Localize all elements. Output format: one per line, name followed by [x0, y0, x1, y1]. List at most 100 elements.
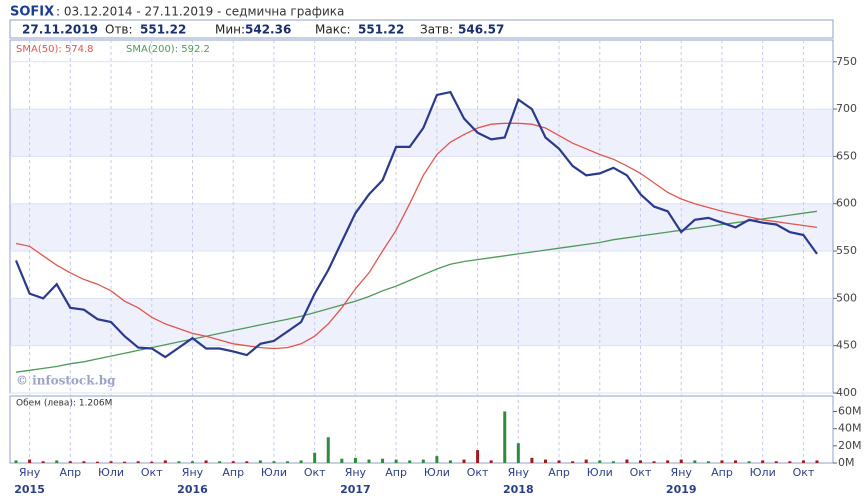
volume-bar	[313, 452, 317, 463]
info-value: 542.36	[245, 23, 291, 37]
volume-bar	[41, 461, 45, 463]
volume-bar	[761, 460, 765, 463]
volume-bar	[543, 459, 547, 463]
volume-bar	[611, 461, 615, 463]
info-value: 551.22	[358, 23, 404, 37]
watermark: © infostock.bg	[16, 374, 116, 388]
band	[10, 109, 833, 157]
x-tick-label: Яну	[345, 466, 367, 479]
volume-bar	[801, 460, 805, 463]
y-tick-label: 500	[836, 291, 857, 304]
volume-bar	[109, 461, 113, 463]
legend-entry: SMA(50): 574.8	[16, 44, 94, 55]
band	[10, 203, 833, 252]
volume-bar	[123, 461, 127, 463]
x-tick-label: Апр	[548, 466, 570, 479]
volume-bar	[503, 411, 507, 463]
legend-entry: SMA(200): 592.2	[126, 44, 210, 55]
symbol: SOFIX	[10, 5, 54, 20]
info-value: 551.22	[140, 23, 186, 37]
info-box	[9, 19, 834, 39]
info-label: Макс:	[315, 23, 351, 37]
volume-label: Обем (лева): 1.206M	[16, 399, 112, 409]
volume-bar	[625, 459, 629, 463]
volume-bar	[639, 460, 643, 463]
volume-bar	[299, 460, 303, 463]
volume-bar	[367, 459, 371, 463]
volume-bar	[598, 460, 602, 463]
year-label: 2018	[503, 483, 534, 496]
volume-tick-label: 20M	[838, 439, 862, 452]
volume-bar	[435, 456, 439, 463]
x-tick-label: Юли	[98, 466, 124, 479]
x-tick-label: Апр	[385, 466, 407, 479]
volume-bar	[394, 459, 398, 463]
volume-bar	[55, 460, 59, 463]
info-label: Мин:	[215, 23, 245, 37]
volume-bar	[177, 461, 181, 463]
x-tick-label: Апр	[222, 466, 244, 479]
volume-bar	[747, 461, 751, 463]
x-tick-label: Юли	[750, 466, 776, 479]
volume-bar	[245, 461, 249, 463]
x-tick-label: Окт	[304, 466, 326, 479]
x-tick-label: Юли	[424, 466, 450, 479]
x-tick-label: Яну	[671, 466, 693, 479]
volume-bar	[353, 457, 357, 463]
subtitle: : 03.12.2014 - 27.11.2019 - седмична гра…	[56, 5, 344, 19]
y-tick-label: 450	[836, 339, 857, 352]
series-line	[15, 122, 818, 350]
info-date: 27.11.2019	[22, 23, 98, 37]
volume-bar	[381, 458, 385, 463]
volume-bar	[95, 461, 99, 463]
y-tick-label: 600	[836, 197, 857, 210]
x-tick-label: Юли	[261, 466, 287, 479]
volume-bar	[326, 437, 330, 463]
info-label: Отв:	[105, 23, 133, 37]
volume-bar	[258, 460, 262, 463]
volume-bar	[666, 460, 670, 463]
year-label: 2017	[340, 483, 371, 496]
year-label: 2015	[14, 483, 45, 496]
x-tick-label: Апр	[711, 466, 733, 479]
volume-bar	[571, 461, 575, 463]
y-tick-label: 700	[836, 102, 857, 115]
info-label: Затв:	[420, 23, 453, 37]
volume-bar	[448, 460, 452, 463]
volume-bar	[163, 460, 167, 463]
volume-bar	[190, 461, 194, 463]
volume-bar	[706, 461, 710, 463]
volume-bar	[734, 460, 738, 463]
x-tick-label: Окт	[793, 466, 815, 479]
volume-tick-label: 60M	[838, 404, 862, 417]
volume-bar	[774, 461, 778, 463]
volume-bar	[231, 461, 235, 463]
y-tick-label: 400	[836, 386, 857, 399]
series-line	[14, 90, 818, 359]
x-tick-label: Яну	[508, 466, 530, 479]
x-tick-label: Яну	[182, 466, 204, 479]
volume-bar	[530, 457, 534, 463]
x-tick-label: Апр	[59, 466, 81, 479]
volume-bar	[421, 459, 425, 463]
volume-bar	[272, 461, 276, 463]
year-label: 2016	[177, 483, 208, 496]
y-tick-label: 750	[836, 55, 857, 68]
x-tick-label: Яну	[19, 466, 41, 479]
y-tick-label: 550	[836, 244, 857, 257]
x-tick-label: Окт	[141, 466, 163, 479]
volume-bar	[489, 460, 493, 463]
info-value: 546.57	[458, 23, 504, 37]
volume-bar	[150, 461, 154, 463]
volume-bar	[68, 461, 72, 463]
band	[10, 298, 833, 346]
volume-bar	[204, 460, 208, 463]
volume-bar	[584, 459, 588, 463]
year-label: 2019	[666, 483, 697, 496]
volume-bar	[14, 460, 18, 463]
volume-bar	[679, 459, 683, 463]
volume-bar	[788, 461, 792, 463]
volume-bar	[136, 461, 140, 463]
volume-border	[9, 395, 834, 464]
